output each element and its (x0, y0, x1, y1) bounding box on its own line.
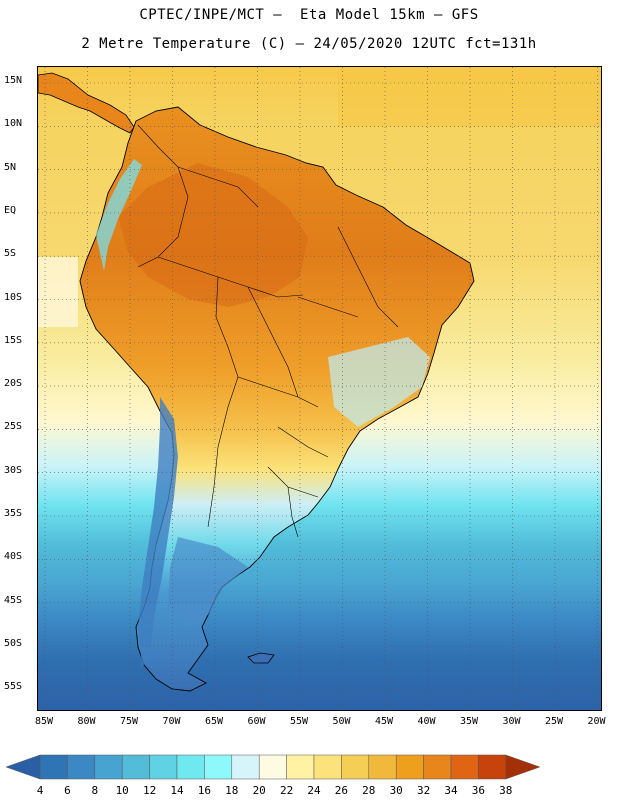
colorbar-segment (313, 754, 342, 780)
lon-label-65w: 65W (204, 716, 224, 727)
colorbar-segment (478, 754, 507, 780)
lon-label-60w: 60W (247, 716, 266, 727)
colorbar-label: 4 (36, 784, 44, 797)
colorbar-segment (395, 754, 424, 780)
colorbar-segment (176, 754, 205, 780)
colorbar-label: 30 (389, 784, 403, 797)
lat-label-45s: 45S (4, 594, 23, 606)
title-line-2: 2 Metre Temperature (C) – 24/05/2020 12U… (81, 36, 537, 52)
colorbar-left-arrow (5, 754, 41, 780)
lon-label-70w: 70W (162, 716, 181, 727)
colorbar-segment (423, 754, 452, 780)
colorbar-label: 12 (142, 784, 157, 797)
colorbar-label: 14 (170, 784, 184, 797)
lat-label-10s: 10S (4, 291, 23, 303)
lon-label-40w: 40W (417, 716, 436, 727)
colorbar-label: 28 (362, 784, 376, 797)
colorbar (5, 754, 541, 780)
lon-label-55w: 55W (289, 716, 309, 727)
temperature-map (38, 67, 601, 710)
lat-label-eq: EQ (4, 204, 17, 216)
lon-label-30w: 30W (502, 716, 521, 727)
colorbar-segment (231, 754, 260, 780)
lon-label-25w: 25W (544, 716, 564, 727)
lon-label-35w: 35W (459, 716, 479, 727)
lat-label-10n: 10N (4, 118, 23, 130)
colorbar-segment (450, 754, 479, 780)
colorbar-label: 20 (252, 784, 266, 797)
southern-andes-cold (138, 397, 178, 667)
colorbar-segment (67, 754, 96, 780)
country-borders (137, 124, 399, 538)
map-frame (37, 66, 602, 711)
title-line-1: CPTEC/INPE/MCT – Eta Model 15km – GFS (139, 7, 479, 23)
lat-label-50s: 50S (4, 637, 23, 649)
colorbar-segment (368, 754, 397, 780)
pale-ocean-band (38, 257, 78, 327)
colorbar-segment (258, 754, 287, 780)
colorbar-label: 34 (444, 784, 458, 797)
colorbar-label: 36 (471, 784, 486, 797)
lon-label-80w: 80W (77, 716, 96, 727)
colorbar-label: 38 (499, 784, 513, 797)
colorbar-segment (341, 754, 370, 780)
colorbar-segment (94, 754, 123, 780)
lat-label-15s: 15S (4, 334, 23, 346)
lon-label-85w: 85W (34, 716, 54, 727)
lat-label-40s: 40S (4, 551, 23, 563)
lat-label-25s: 25S (4, 421, 23, 433)
colorbar-right-arrow (505, 754, 541, 780)
warm-ocean-band (338, 67, 601, 127)
patagonia-cold (168, 537, 248, 627)
lon-label-50w: 50W (332, 716, 351, 727)
colorbar-label: 22 (279, 784, 294, 797)
colorbar-label: 18 (225, 784, 239, 797)
falkland-islands (247, 652, 275, 664)
lat-label-5n: 5N (4, 161, 17, 173)
colorbar-label: 10 (115, 784, 129, 797)
colorbar-segment (286, 754, 315, 780)
amazon-hot-region (118, 163, 308, 307)
andes-cold-strip (96, 159, 142, 271)
lat-label-15n: 15N (4, 75, 23, 86)
colorbar-segment (39, 754, 68, 780)
lat-label-35s: 35S (4, 508, 23, 519)
colorbar-label: 8 (91, 784, 99, 797)
lon-label-20w: 20W (587, 716, 606, 727)
colorbar-label: 16 (197, 784, 212, 797)
colorbar-label: 26 (334, 784, 349, 797)
lat-label-55s: 55S (4, 681, 23, 693)
lon-label-45w: 45W (374, 716, 394, 727)
lat-label-5s: 5S (4, 248, 17, 260)
lon-label-75w: 75W (119, 716, 139, 727)
brazil-southeast-cool (328, 337, 430, 427)
central-america-land (38, 72, 135, 134)
colorbar-segment (121, 754, 150, 780)
colorbar-segment (149, 754, 178, 780)
colorbar-label: 24 (307, 784, 321, 797)
colorbar-label: 6 (64, 784, 71, 797)
lat-label-30s: 30S (4, 464, 23, 476)
colorbar-segment (204, 754, 233, 780)
colorbar-label: 32 (416, 784, 431, 797)
lat-label-20s: 20S (4, 378, 23, 390)
